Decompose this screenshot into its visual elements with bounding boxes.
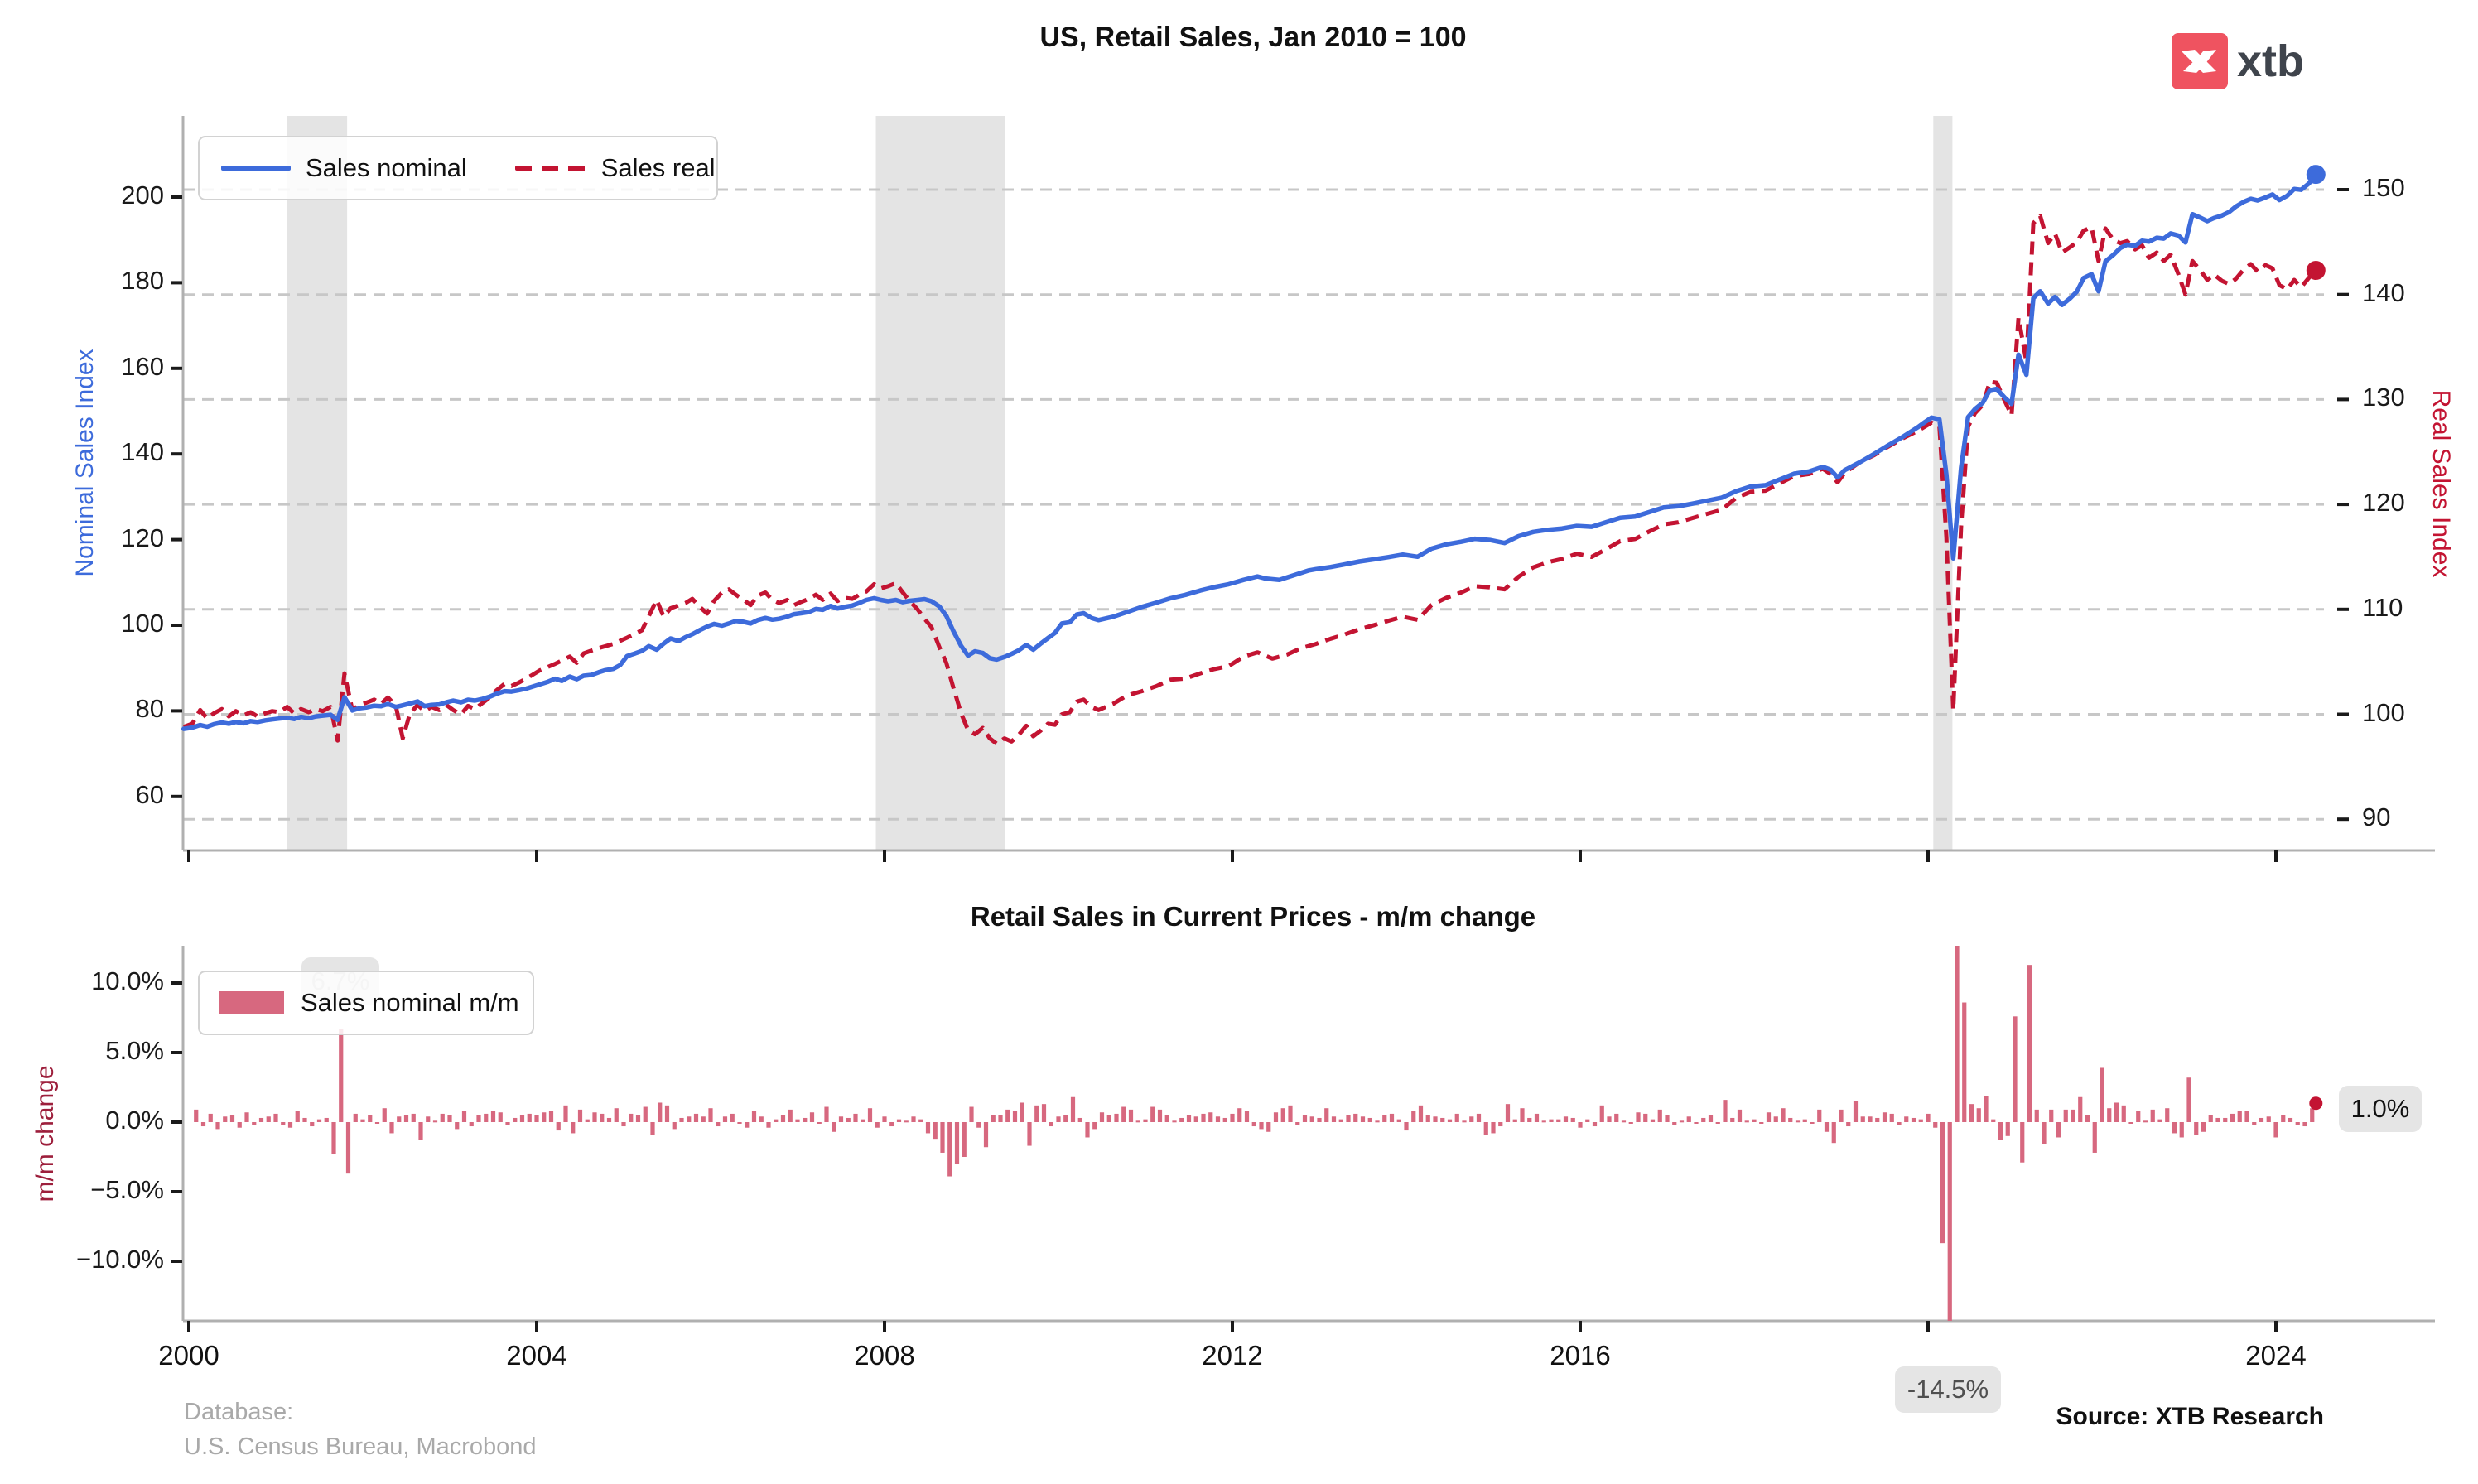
- xtb-logo-text: xtb: [2237, 36, 2304, 86]
- axis-tick-label: 200: [121, 181, 164, 210]
- axis-tick-label: 160: [121, 351, 164, 381]
- database-note: Database: U.S. Census Bureau, Macrobond: [184, 1395, 537, 1464]
- legend-swatch-nominal: [221, 166, 291, 171]
- panel1-legend: Sales nominal Sales real: [198, 136, 718, 200]
- axis-tick-label: −5.0%: [90, 1175, 164, 1204]
- axis-tick-label: 150: [2362, 173, 2405, 202]
- legend-swatch-mm-bars: [219, 991, 284, 1014]
- axis-tick-label: 60: [135, 779, 164, 809]
- annotation-covid-drop: -14.5%: [1895, 1366, 2001, 1413]
- legend-label-nominal: Sales nominal: [306, 153, 467, 182]
- axis-tick-label: 2016: [1550, 1340, 1611, 1371]
- axis-tick-label: 140: [121, 437, 164, 467]
- axis-tick-label: 2004: [506, 1340, 567, 1371]
- axis-tick-label: 140: [2362, 277, 2405, 307]
- axis-tick-label: 110: [2362, 592, 2403, 622]
- axis-tick-label: 130: [2362, 383, 2405, 412]
- source-note: Source: XTB Research: [2056, 1403, 2324, 1430]
- axis-tick-label: 2008: [854, 1340, 915, 1371]
- axis-tick-label: 10.0%: [91, 966, 164, 995]
- axis-tick-label: 180: [121, 266, 164, 296]
- axis-tick-label: 2024: [2245, 1340, 2307, 1371]
- axis-tick-label: 120: [121, 523, 164, 552]
- axis-tick-label: 100: [2362, 697, 2405, 727]
- database-label: Database:: [184, 1399, 294, 1425]
- database-value: U.S. Census Bureau, Macrobond: [184, 1433, 537, 1460]
- panel1-ylabel-right: Real Sales Index: [2427, 389, 2455, 578]
- axis-tick-label: 120: [2362, 488, 2405, 518]
- axis-tick-label: 0.0%: [105, 1106, 164, 1135]
- annotation-latest-value: 1.0%: [2339, 1086, 2422, 1132]
- axis-tick-label: 90: [2362, 802, 2391, 832]
- axis-tick-label: 2012: [1202, 1340, 1263, 1371]
- legend-swatch-real: [514, 166, 586, 171]
- xtb-logo-icon: [2172, 33, 2228, 89]
- panel2-title: Retail Sales in Current Prices - m/m cha…: [970, 901, 1536, 932]
- axis-tick-label: −10.0%: [75, 1245, 164, 1274]
- panel2-legend: Sales nominal m/m: [198, 971, 534, 1035]
- xtb-logo: xtb: [2172, 33, 2304, 89]
- axis-tick-label: 80: [135, 694, 164, 724]
- axis-tick-label: 100: [121, 609, 164, 638]
- axis-tick-label: 2000: [158, 1340, 219, 1371]
- legend-label-real: Sales real: [600, 153, 716, 182]
- axis-tick-label: 5.0%: [105, 1036, 164, 1065]
- legend-label-mm: Sales nominal m/m: [301, 988, 519, 1017]
- page-title: US, Retail Sales, Jan 2010 = 100: [1039, 22, 1467, 53]
